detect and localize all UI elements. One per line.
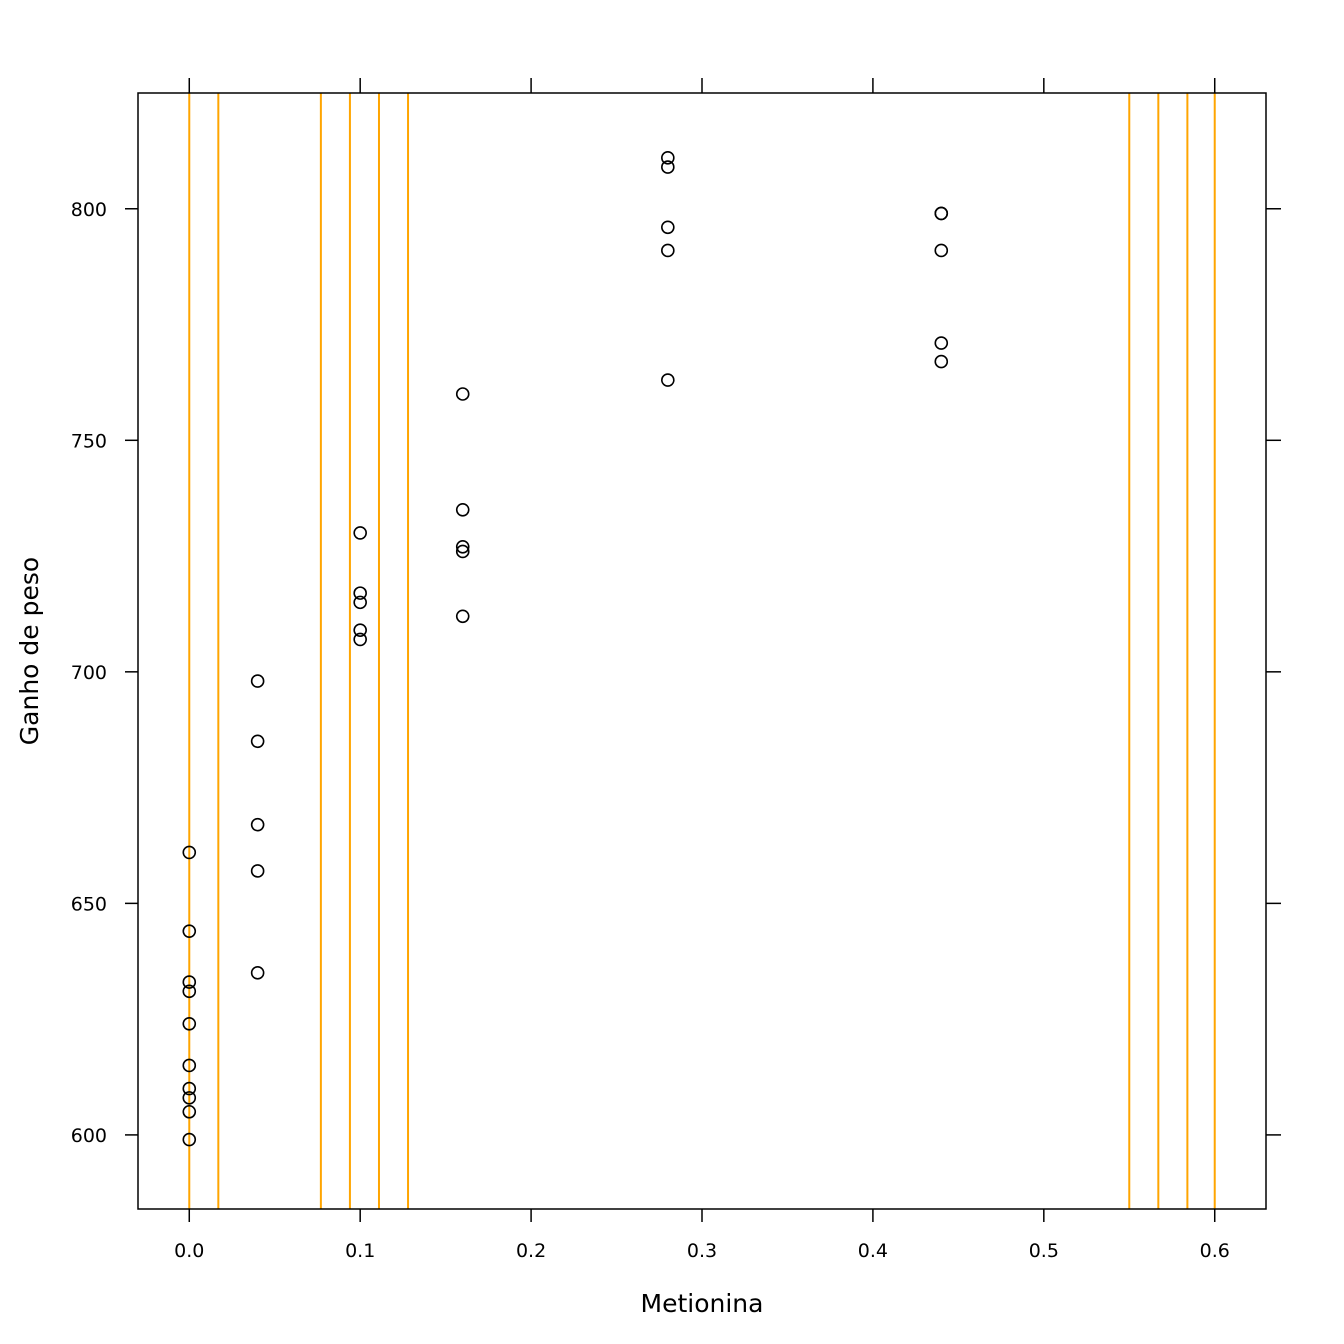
x-tick-label: 0.0 [174, 1240, 204, 1262]
data-point [182, 975, 197, 989]
data-point [661, 160, 675, 174]
y-axis: 600 650 700 750 800 [71, 199, 1281, 1147]
x-tick-label: 0.5 [1029, 1240, 1059, 1262]
data-point [455, 387, 470, 401]
data-point [182, 1132, 197, 1147]
data-point [455, 544, 470, 559]
y-axis-title: Ganho de peso [15, 557, 44, 745]
reference-lines [188, 93, 1216, 1209]
data-point [250, 966, 265, 980]
data-point [250, 817, 265, 832]
data-point [934, 206, 949, 221]
data-point [353, 623, 367, 637]
x-tick-label: 0.2 [516, 1240, 546, 1262]
data-point [455, 609, 470, 624]
data-point [661, 373, 675, 387]
data-point [250, 674, 265, 688]
data-points [182, 151, 949, 1147]
data-point [250, 734, 265, 749]
data-point [934, 336, 949, 350]
data-point [661, 220, 675, 235]
y-tick-label: 800 [71, 199, 107, 221]
y-tick-label: 600 [71, 1125, 107, 1147]
x-tick-label: 0.1 [345, 1240, 375, 1262]
x-tick-label: 0.4 [858, 1240, 888, 1262]
data-point [182, 984, 197, 999]
y-tick-label: 750 [71, 430, 107, 452]
data-point [661, 151, 675, 165]
data-point [455, 540, 470, 554]
x-tick-label: 0.3 [687, 1240, 717, 1262]
data-point [353, 526, 367, 540]
data-point [455, 502, 470, 517]
data-point [934, 243, 949, 258]
data-point [182, 1104, 197, 1119]
data-point [182, 1091, 197, 1105]
y-tick-label: 700 [71, 662, 107, 684]
data-point [182, 1016, 197, 1031]
x-axis: 0.0 0.1 0.2 0.3 0.4 0.5 0.6 [174, 78, 1230, 1262]
data-point [182, 924, 197, 938]
x-tick-label: 0.6 [1200, 1240, 1230, 1262]
data-point [353, 595, 367, 610]
x-axis-title: Metionina [641, 1289, 764, 1318]
plot-frame [137, 92, 1267, 1210]
data-point [934, 354, 949, 369]
data-point [353, 586, 367, 600]
data-point [250, 864, 265, 878]
data-point [661, 243, 675, 258]
data-point [353, 632, 367, 647]
data-point [182, 1058, 197, 1073]
data-point [182, 1081, 197, 1096]
data-point [182, 845, 197, 860]
y-tick-label: 650 [71, 893, 107, 915]
